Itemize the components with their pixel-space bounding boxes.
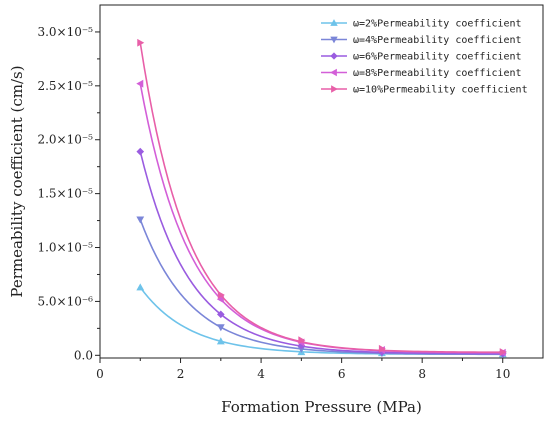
x-tick-label: 0: [96, 367, 104, 381]
data-point: [136, 216, 145, 224]
data-point: [216, 337, 225, 345]
x-tick-label: 6: [338, 367, 346, 381]
y-ticks: 0.0 5.0×10⁻⁶ 1.0×10⁻⁵ 1.5×10⁻⁵ 2.0×10⁻⁵ 2.5×1…: [37, 25, 100, 362]
x-ticks: 0 2 4 6 8 10: [96, 358, 510, 381]
x-tick-label: 2: [177, 367, 185, 381]
x-axis-title: Formation Pressure (MPa): [221, 398, 422, 416]
series-4: [136, 79, 506, 357]
legend-item: ω=4%Permeability coefficient: [321, 35, 522, 46]
legend-label: ω=8%Permeability coefficient: [353, 68, 522, 79]
y-tick-label: 0.0: [74, 348, 93, 362]
series-5: [137, 38, 507, 356]
x-tick-label: 10: [495, 367, 510, 381]
series-line: [139, 151, 503, 355]
x-tick-label: 4: [257, 367, 265, 381]
series-2: [136, 216, 507, 359]
data-point: [136, 79, 144, 88]
data-point: [137, 38, 145, 47]
data-point: [378, 344, 386, 353]
y-tick-label: 5.0×10⁻⁶: [37, 294, 93, 308]
x-tick-label: 8: [418, 367, 426, 381]
y-tick-label: 3.0×10⁻⁵: [37, 25, 93, 39]
series-3: [136, 147, 507, 358]
legend: ω=2%Permeability coefficient ω=4%Permeabi…: [321, 19, 528, 96]
series-line: [139, 42, 503, 354]
y-tick-label: 1.0×10⁻⁵: [37, 241, 93, 255]
legend-item: ω=10%Permeability coefficient: [321, 85, 528, 96]
data-point: [298, 336, 306, 345]
data-point: [499, 348, 507, 356]
data-point: [216, 324, 225, 332]
data-point: [136, 147, 145, 156]
data-point: [216, 310, 225, 319]
legend-label: ω=6%Permeability coefficient: [353, 52, 522, 63]
plot-frame: [99, 4, 544, 359]
legend-marker: [330, 19, 338, 26]
series-line: [139, 286, 503, 356]
series-line: [139, 83, 503, 354]
legend-label: ω=10%Permeability coefficient: [353, 85, 528, 96]
y-tick-label: 2.0×10⁻⁵: [37, 133, 93, 147]
axes: [99, 4, 544, 359]
legend-marker: [331, 85, 338, 93]
data-point: [136, 283, 145, 291]
legend-label: ω=4%Permeability coefficient: [353, 35, 522, 46]
y-axis-title: Permeability coefficient (cm/s): [8, 65, 26, 297]
legend-marker: [330, 36, 338, 44]
legend-item: ω=2%Permeability coefficient: [321, 19, 522, 30]
legend-marker: [330, 68, 337, 77]
y-tick-label: 1.5×10⁻⁵: [37, 187, 93, 201]
legend-label: ω=2%Permeability coefficient: [353, 19, 522, 30]
data-point: [217, 291, 225, 299]
y-tick-label: 2.5×10⁻⁵: [37, 79, 93, 93]
legend-item: ω=8%Permeability coefficient: [321, 68, 522, 79]
series: [136, 38, 507, 359]
legend-marker: [330, 52, 338, 60]
legend-item: ω=6%Permeability coefficient: [321, 52, 522, 63]
